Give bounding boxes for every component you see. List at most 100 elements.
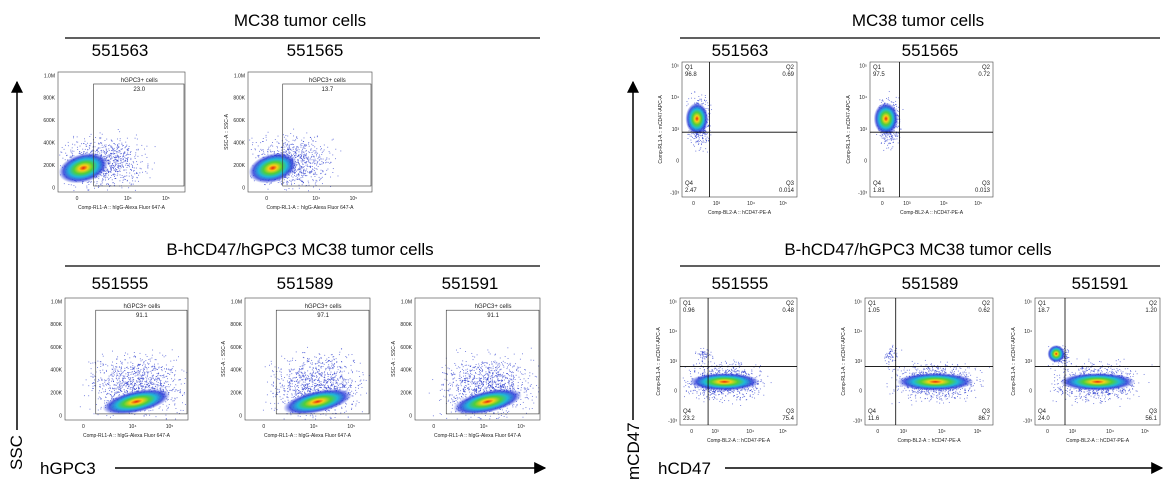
event-dot — [252, 142, 254, 144]
event-dot — [144, 387, 146, 389]
event-dot — [324, 386, 326, 388]
event-dot — [130, 361, 132, 363]
event-dot — [286, 189, 287, 191]
event-dot — [482, 388, 484, 390]
event-dot — [266, 381, 268, 383]
event-dot — [304, 418, 306, 420]
event-dot — [502, 377, 503, 379]
x-tick-label: 10⁵ — [162, 196, 170, 202]
event-dot — [99, 152, 101, 154]
event-dot — [282, 402, 284, 403]
event-dot — [140, 383, 142, 385]
event-dot — [309, 388, 311, 389]
event-dot — [131, 178, 133, 179]
event-dot — [107, 159, 109, 161]
event-dot — [288, 360, 290, 362]
gate-name: hGPC3+ cells — [305, 304, 342, 310]
y-tick-label: 600K — [50, 345, 62, 351]
event-dot — [289, 383, 291, 385]
event-dot — [301, 372, 303, 374]
event-dot — [329, 368, 331, 370]
event-dot — [352, 395, 354, 397]
event-dot — [113, 166, 115, 168]
event-dot — [525, 391, 527, 393]
event-dot — [309, 380, 311, 382]
event-dot — [483, 390, 485, 392]
event-dot — [301, 145, 303, 146]
event-dot — [125, 382, 127, 384]
event-dot — [312, 385, 314, 387]
event-dot — [289, 388, 291, 390]
event-dot — [342, 384, 344, 386]
event-dot — [254, 149, 256, 151]
event-dot — [119, 170, 121, 172]
event-dot — [307, 390, 309, 392]
event-dot — [108, 155, 110, 157]
event-dot — [318, 365, 320, 367]
event-dot — [462, 379, 464, 381]
event-dot — [332, 138, 334, 140]
event-dot — [73, 190, 75, 192]
event-dot — [501, 409, 503, 411]
event-dot — [273, 374, 275, 376]
event-dot — [317, 378, 319, 380]
event-dot — [85, 144, 87, 145]
event-dot — [61, 151, 63, 153]
event-dot — [105, 397, 107, 398]
event-dot — [166, 378, 168, 380]
event-dot — [270, 390, 272, 392]
event-dot — [167, 372, 169, 374]
event-dot — [146, 156, 148, 158]
sample-label: 551589 — [277, 274, 334, 293]
event-dot — [312, 159, 314, 161]
event-dot — [300, 392, 301, 394]
event-dot — [458, 389, 459, 391]
event-dot — [301, 158, 303, 160]
event-dot — [451, 374, 453, 376]
event-dot — [103, 364, 105, 366]
event-dot — [130, 157, 132, 159]
event-dot — [79, 406, 81, 408]
event-dot — [101, 151, 103, 153]
y-tick-label: 600K — [233, 118, 245, 124]
event-dot — [89, 145, 91, 147]
event-dot — [91, 181, 93, 183]
event-dot — [272, 385, 274, 387]
event-dot — [351, 390, 353, 392]
event-dot — [289, 381, 291, 383]
event-dot — [271, 408, 273, 410]
y-tick-label: 800K — [230, 322, 242, 328]
event-dot — [304, 145, 306, 147]
event-dot — [140, 386, 142, 387]
event-dot — [292, 377, 294, 379]
event-dot — [298, 374, 300, 376]
event-dot — [520, 389, 522, 391]
event-dot — [117, 144, 119, 146]
event-dot — [456, 396, 458, 398]
event-dot — [143, 374, 145, 376]
event-dot — [335, 388, 337, 389]
event-dot — [339, 371, 341, 373]
event-dot — [334, 409, 336, 411]
event-dot — [133, 388, 135, 390]
event-dot — [451, 369, 453, 371]
event-dot — [313, 370, 314, 372]
event-dot — [289, 147, 291, 149]
event-dot — [117, 156, 119, 158]
event-dot — [298, 187, 300, 189]
event-dot — [299, 376, 301, 378]
event-dot — [491, 386, 493, 388]
event-dot — [123, 383, 125, 385]
event-dot — [153, 387, 154, 389]
event-dot — [313, 172, 315, 174]
event-dot — [104, 153, 106, 154]
event-dot — [347, 381, 349, 383]
event-dot — [133, 162, 135, 164]
event-dot — [310, 386, 312, 387]
event-dot — [288, 148, 290, 150]
event-dot — [163, 382, 165, 384]
event-dot — [315, 179, 317, 181]
event-dot — [297, 147, 299, 149]
event-dot — [142, 385, 144, 387]
event-dot — [128, 147, 130, 149]
